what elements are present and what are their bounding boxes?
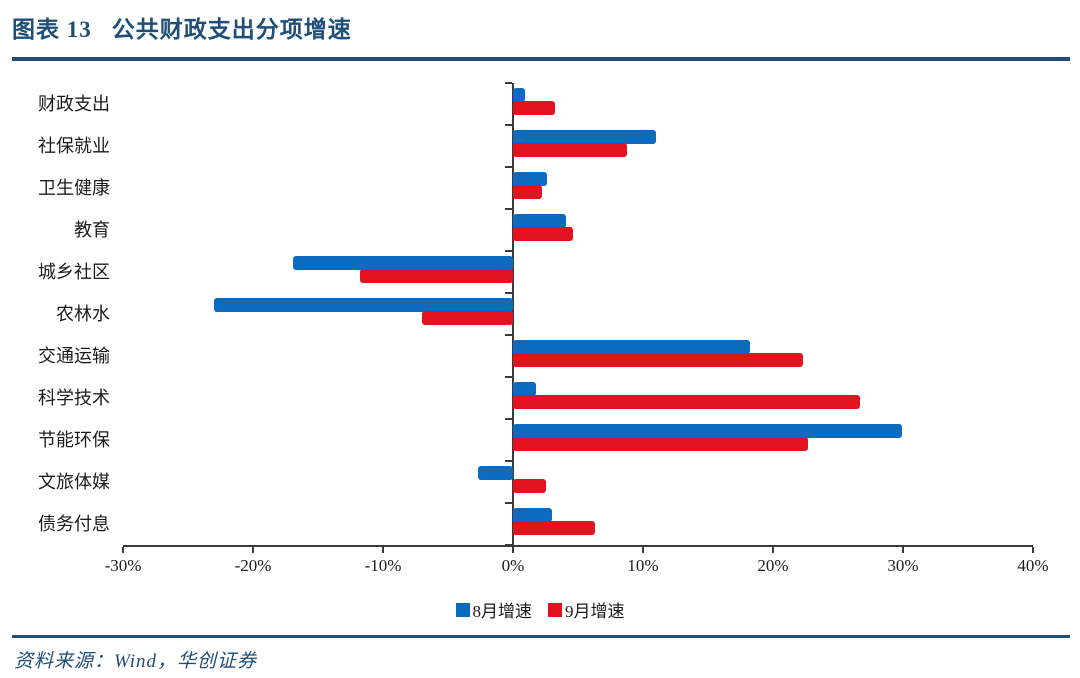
figure-number-label: 图表 13: [12, 17, 92, 42]
legend-swatch-blue: [455, 602, 470, 617]
bar-series1-7: [513, 340, 750, 354]
category-label: 教育: [74, 220, 110, 240]
bar-series2-5: [359, 269, 513, 283]
bar-series2-11: [513, 521, 595, 535]
x-axis-tick: [252, 547, 254, 553]
source-note: 资料来源：Wind，华创证券: [14, 651, 258, 672]
x-axis-tick: [382, 547, 384, 553]
category-label: 卫生健康: [38, 178, 110, 198]
bar-series2-8: [513, 395, 861, 409]
bar-series2-2: [513, 143, 628, 157]
x-axis-tick-label: -10%: [364, 556, 402, 575]
chart-title-text: 公共财政支出分项增速: [111, 17, 352, 42]
x-axis-tick: [772, 547, 774, 553]
bar-series2-6: [422, 311, 513, 325]
category-label: 债务付息: [38, 514, 110, 534]
x-axis-tick: [512, 547, 514, 553]
bar-series1-6: [214, 298, 513, 312]
x-axis-tick-label: -30%: [104, 556, 142, 575]
category-axis-tick: [505, 376, 512, 378]
legend-item-2: 9月增速: [548, 597, 625, 622]
bar-chart: -30% -20% -10% 0% 10% 20% 30% 40% 财政支出社保就业卫生健康教育…: [38, 82, 1049, 575]
category-label: 农林水: [56, 304, 110, 324]
legend-item-1: 8月增速: [455, 597, 533, 622]
category-axis-tick: [505, 292, 512, 294]
x-axis-tick-label: 10%: [627, 556, 659, 575]
bottom-divider: [12, 635, 1070, 638]
x-axis-tick-label: 30%: [887, 556, 919, 575]
category-label: 文旅体媒: [38, 472, 110, 492]
bar-series1-1: [513, 88, 525, 102]
value-axis-line: [512, 83, 514, 545]
category-axis-tick: [505, 82, 512, 84]
category-axis-tick: [505, 166, 512, 168]
x-axis-line: [123, 545, 1033, 547]
x-axis-tick-label: 20%: [757, 556, 789, 575]
x-axis-tick: [642, 547, 644, 553]
bar-series1-10: [477, 466, 513, 480]
x-axis-tick: [1032, 547, 1034, 553]
category-axis-tick: [505, 208, 512, 210]
bar-series2-1: [513, 101, 555, 115]
category-label: 交通运输: [38, 346, 110, 366]
category-axis-tick: [505, 124, 512, 126]
x-axis-tick: [122, 547, 124, 553]
x-axis-tick-label: -20%: [234, 556, 272, 575]
category-axis-tick: [505, 460, 512, 462]
legend-label-1: 8月增速: [472, 602, 533, 621]
category-label: 节能环保: [38, 430, 110, 450]
bar-series2-4: [513, 227, 573, 241]
bar-series1-8: [513, 382, 537, 396]
x-axis-tick-label: 0%: [501, 556, 525, 575]
category-label: 财政支出: [38, 94, 110, 114]
x-axis-tick-label: 40%: [1017, 556, 1049, 575]
chart-title: 图表 13 公共财政支出分项增速: [12, 10, 352, 44]
category-axis-tick: [505, 250, 512, 252]
bar-series2-9: [513, 437, 809, 451]
bar-series2-3: [513, 185, 542, 199]
top-divider: [12, 57, 1070, 61]
bar-series1-11: [513, 508, 552, 522]
bar-series1-4: [513, 214, 567, 228]
bar-series1-3: [513, 172, 547, 186]
category-label: 社保就业: [38, 136, 110, 156]
category-label: 科学技术: [38, 388, 110, 408]
bar-series1-5: [293, 256, 513, 270]
x-axis-tick: [902, 547, 904, 553]
legend-swatch-red: [548, 602, 562, 617]
category-axis-tick: [505, 502, 512, 504]
plot-area: [122, 82, 1034, 553]
bar-series1-2: [513, 130, 656, 144]
bar-series1-9: [513, 424, 902, 438]
bar-series2-10: [513, 479, 546, 493]
chart-legend: 8月增速 9月增速: [0, 597, 1080, 622]
category-axis-tick: [505, 334, 512, 336]
bar-series2-7: [513, 353, 803, 367]
category-axis-tick: [505, 418, 512, 420]
legend-label-2: 9月增速: [565, 602, 625, 621]
category-label: 城乡社区: [38, 262, 110, 282]
